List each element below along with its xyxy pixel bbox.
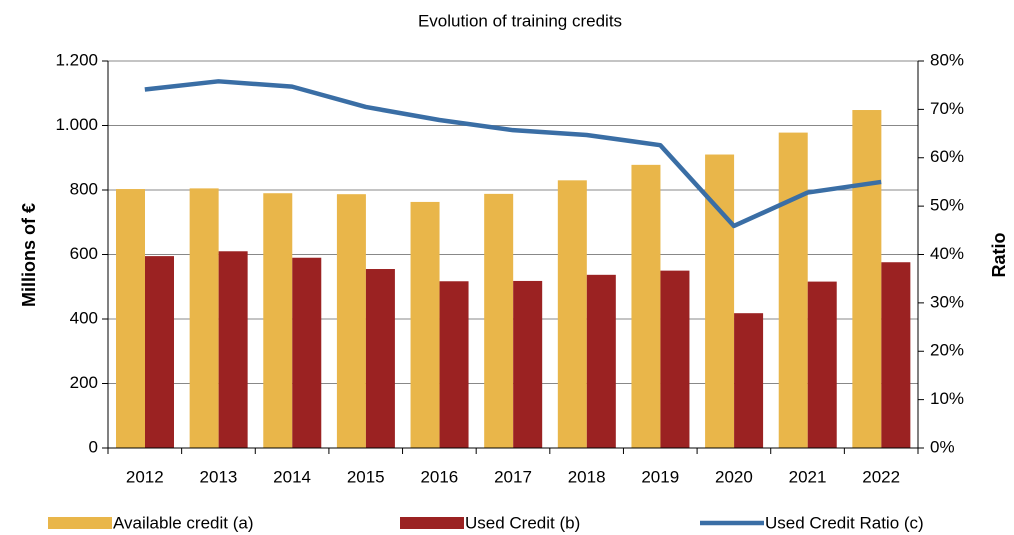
x-tick-label: 2017 (494, 467, 532, 486)
y2-tick-label: 30% (930, 292, 964, 311)
x-tick-label: 2019 (641, 467, 679, 486)
bar (336, 194, 366, 448)
bar (557, 180, 587, 448)
bar (439, 281, 469, 448)
x-tick-label: 2020 (715, 467, 753, 486)
legend-label: Available credit (a) (113, 513, 253, 532)
y-tick-label: 800 (70, 179, 98, 198)
legend-label: Used Credit (b) (465, 513, 580, 532)
bar (145, 256, 174, 448)
y2-axis-title: Ratio (989, 232, 1009, 277)
bar (365, 269, 395, 448)
legend-swatch (400, 517, 464, 529)
y-tick-label: 0 (89, 437, 98, 456)
bar (705, 154, 735, 448)
bar (116, 189, 145, 448)
x-tick-label: 2015 (347, 467, 385, 486)
bar (734, 313, 764, 448)
y-tick-label: 600 (70, 244, 98, 263)
bar (410, 201, 440, 448)
bar (218, 251, 248, 448)
bar (513, 280, 543, 448)
bar (807, 281, 837, 448)
bar (881, 262, 911, 448)
y-tick-label: 200 (70, 373, 98, 392)
y-tick-label: 400 (70, 308, 98, 327)
y2-tick-label: 70% (930, 99, 964, 118)
y2-tick-label: 0% (930, 437, 955, 456)
y-tick-label: 1.000 (55, 115, 98, 134)
legend-label: Used Credit Ratio (c) (765, 513, 924, 532)
y2-tick-label: 20% (930, 341, 964, 360)
bar (852, 110, 882, 449)
x-tick-label: 2021 (789, 467, 827, 486)
x-tick-label: 2018 (568, 467, 606, 486)
bar (660, 270, 690, 448)
y2-tick-label: 60% (930, 147, 964, 166)
y2-tick-label: 40% (930, 244, 964, 263)
x-tick-label: 2014 (273, 467, 311, 486)
x-tick-label: 2013 (200, 467, 238, 486)
y-axis-title: Millions of € (19, 203, 39, 307)
y2-tick-label: 10% (930, 389, 964, 408)
x-tick-label: 2012 (126, 467, 164, 486)
bar (778, 132, 808, 448)
x-tick-label: 2022 (862, 467, 900, 486)
y-tick-label: 1.200 (55, 50, 98, 69)
legend-swatch (48, 517, 112, 529)
line (144, 79, 882, 229)
bar (484, 193, 514, 448)
x-tick-label: 2016 (420, 467, 458, 486)
chart-title: Evolution of training credits (418, 11, 622, 30)
y2-tick-label: 80% (930, 50, 964, 69)
bar (586, 274, 616, 448)
bar (263, 193, 293, 448)
bar (189, 188, 219, 448)
bar (292, 257, 322, 448)
y2-tick-label: 50% (930, 196, 964, 215)
bar (631, 164, 661, 448)
